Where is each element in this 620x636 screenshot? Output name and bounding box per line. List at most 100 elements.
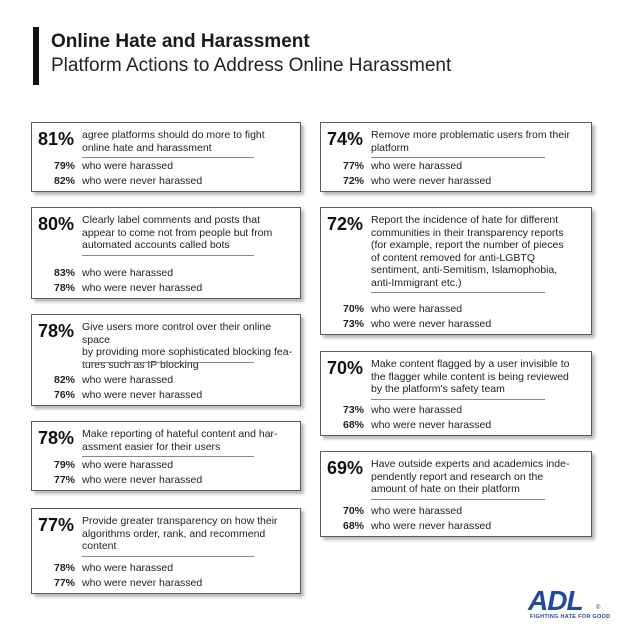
description-line: online hate and harassment bbox=[82, 141, 212, 154]
stat-description: agree platforms should do more to fight o… bbox=[82, 129, 265, 154]
row-percentage: 77% bbox=[54, 577, 76, 589]
never-harassed-row: 68% who were never harassed bbox=[343, 520, 491, 533]
stat-percentage: 80% bbox=[38, 214, 75, 234]
description-line: sentiment, anti-Semitism, Islamophobia, bbox=[371, 264, 558, 276]
stat-description: Clearly label comments and posts that app… bbox=[82, 214, 272, 252]
stat-percentage: 78% bbox=[38, 428, 75, 448]
harassed-row: 70% who were harassed bbox=[343, 505, 462, 518]
description-line: by the platform's safety team bbox=[371, 383, 505, 395]
description-line: anti-Immigrant etc.) bbox=[371, 276, 462, 289]
stat-card: 81% agree platforms should do more to fig… bbox=[31, 122, 301, 192]
never-harassed-row: 77% who were never harassed bbox=[54, 474, 202, 487]
row-label: who were harassed bbox=[82, 459, 174, 471]
never-harassed-row: 73% who were never harassed bbox=[343, 318, 491, 331]
logo-text: ADL bbox=[528, 585, 584, 616]
row-percentage: 83% bbox=[54, 267, 76, 279]
row-label: who were harassed bbox=[82, 562, 174, 574]
divider bbox=[82, 456, 254, 457]
row-percentage: 68% bbox=[343, 520, 365, 532]
row-label: who were harassed bbox=[371, 160, 463, 172]
page-subtitle: Platform Actions to Address Online Haras… bbox=[51, 55, 452, 76]
divider bbox=[82, 254, 254, 256]
description-line: tures such as IP blocking bbox=[82, 358, 199, 371]
stat-card: 78% Give users more control over their on… bbox=[31, 314, 301, 406]
row-label: who were never harassed bbox=[82, 175, 203, 187]
description-line: assment easier for their users bbox=[82, 440, 221, 453]
header: Online Hate and Harassment Platform Acti… bbox=[33, 27, 451, 85]
row-percentage: 68% bbox=[343, 419, 365, 431]
row-label: who were harassed bbox=[371, 404, 463, 416]
description-line: communities in their transparency report… bbox=[371, 226, 564, 239]
row-label: who were harassed bbox=[82, 374, 174, 386]
logo-tagline: FIGHTING HATE FOR GOOD bbox=[530, 614, 611, 620]
row-percentage: 79% bbox=[54, 459, 76, 471]
stat-card: 70% Make content flagged by a user invisi… bbox=[320, 351, 592, 436]
divider bbox=[371, 498, 545, 500]
never-harassed-row: 78% who were never harassed bbox=[54, 282, 202, 295]
description-line: platform bbox=[371, 141, 409, 154]
harassed-row: 83% who were harassed bbox=[54, 267, 173, 280]
divider bbox=[82, 555, 254, 557]
divider bbox=[82, 157, 254, 158]
stat-description: Make content flagged by a user invisible… bbox=[371, 358, 569, 396]
stat-percentage: 78% bbox=[38, 321, 75, 341]
row-label: who were never harassed bbox=[371, 175, 492, 187]
stat-card: 78% Make reporting of hateful content and… bbox=[31, 421, 301, 491]
divider bbox=[371, 157, 545, 158]
stat-description: Remove more problematic users from their… bbox=[371, 129, 570, 154]
never-harassed-row: 77% who were never harassed bbox=[54, 577, 202, 590]
row-percentage: 78% bbox=[54, 282, 76, 294]
description-line: content bbox=[82, 540, 117, 552]
description-line: algorithms order, rank, and recommend bbox=[82, 527, 266, 540]
stat-percentage: 70% bbox=[327, 358, 364, 378]
harassed-row: 79% who were harassed bbox=[54, 459, 173, 472]
description-line: appear to come not from people but from bbox=[82, 226, 273, 239]
stat-percentage: 77% bbox=[38, 515, 75, 535]
logo-registered-mark: ® bbox=[596, 605, 601, 611]
stat-description: Report the incidence of hate for differe… bbox=[371, 214, 564, 289]
page-title: Online Hate and Harassment bbox=[51, 31, 310, 52]
description-line: of content removed for anti-LGBTQ bbox=[371, 251, 535, 264]
row-percentage: 82% bbox=[54, 175, 76, 187]
row-percentage: 78% bbox=[54, 562, 76, 574]
row-percentage: 73% bbox=[343, 404, 365, 416]
harassed-row: 73% who were harassed bbox=[343, 404, 462, 417]
divider bbox=[371, 292, 545, 293]
row-label: who were harassed bbox=[82, 160, 174, 172]
stat-description: Make reporting of hateful content and ha… bbox=[82, 428, 278, 453]
description-line: Report the incidence of hate for differe… bbox=[371, 214, 559, 226]
harassed-row: 70% who were harassed bbox=[343, 303, 462, 316]
description-line: Clearly label comments and posts that bbox=[82, 214, 261, 226]
description-line: agree platforms should do more to fight bbox=[82, 129, 265, 141]
stat-description: Provide greater transparency on how thei… bbox=[82, 515, 278, 553]
row-label: who were never harassed bbox=[371, 318, 492, 330]
harassed-row: 82% who were harassed bbox=[54, 374, 173, 387]
harassed-row: 78% who were harassed bbox=[54, 562, 173, 575]
row-label: who were harassed bbox=[371, 505, 463, 517]
stat-percentage: 74% bbox=[327, 129, 364, 149]
row-percentage: 70% bbox=[343, 505, 365, 517]
description-line: Provide greater transparency on how thei… bbox=[82, 515, 278, 527]
row-percentage: 70% bbox=[343, 303, 365, 315]
stat-percentage: 72% bbox=[327, 214, 364, 234]
description-line: Make reporting of hateful content and ha… bbox=[82, 428, 278, 440]
never-harassed-row: 76% who were never harassed bbox=[54, 389, 202, 402]
row-label: who were harassed bbox=[82, 267, 174, 279]
stat-card: 74% Remove more problematic users from th… bbox=[320, 122, 592, 192]
row-percentage: 76% bbox=[54, 389, 76, 401]
description-line: amount of hate on their platform bbox=[371, 483, 520, 495]
description-line: Give users more control over their onlin… bbox=[82, 321, 272, 346]
row-percentage: 77% bbox=[54, 474, 76, 486]
description-line: (for example, report the number of piece… bbox=[371, 239, 564, 251]
divider bbox=[82, 361, 254, 363]
description-line: the flagger while content is being revie… bbox=[371, 370, 569, 383]
row-label: who were never harassed bbox=[82, 474, 203, 486]
description-line: Remove more problematic users from their bbox=[371, 129, 570, 141]
stat-description: Give users more control over their onlin… bbox=[82, 321, 300, 371]
row-label: who were never harassed bbox=[82, 282, 203, 294]
stat-card: 77% Provide greater transparency on how t… bbox=[31, 508, 301, 594]
row-label: who were never harassed bbox=[371, 419, 492, 431]
row-label: who were harassed bbox=[371, 303, 463, 315]
harassed-row: 77% who were harassed bbox=[343, 160, 462, 173]
row-percentage: 72% bbox=[343, 175, 365, 187]
